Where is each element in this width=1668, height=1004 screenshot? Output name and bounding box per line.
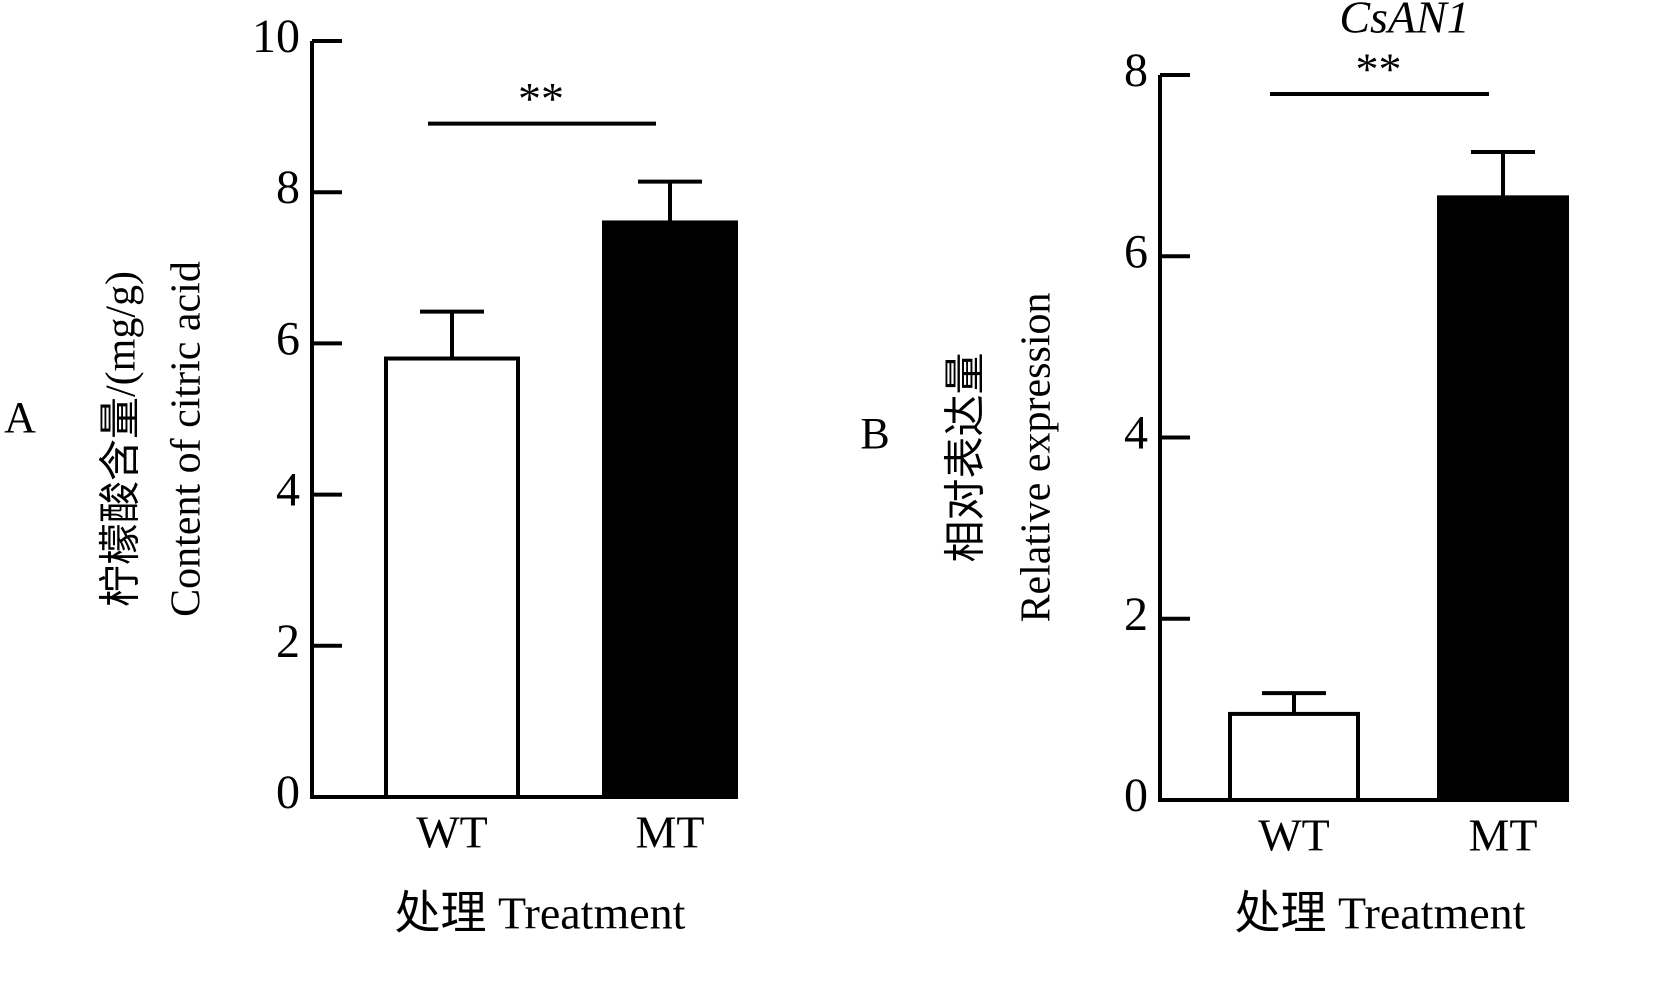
y-tick-label: 6: [276, 312, 300, 365]
error-bar: [420, 309, 484, 359]
error-bar: [638, 179, 702, 223]
panel-label: A: [4, 393, 36, 442]
y-tick-label: 6: [1124, 225, 1148, 278]
bar: [1228, 711, 1360, 802]
y-tick-label: 2: [276, 615, 300, 668]
x-tick-label: WT: [1258, 810, 1330, 861]
error-bar: [1471, 150, 1535, 198]
bar: [602, 220, 738, 799]
significance-label: **: [1356, 44, 1402, 95]
y-tick-label: 8: [1124, 44, 1148, 97]
y-tick-label: 2: [1124, 588, 1148, 641]
error-bar: [1262, 691, 1326, 714]
x-axis-label: 处理 Treatment: [1235, 888, 1526, 939]
y-axis-label: Content of citric acid: [164, 261, 210, 617]
y-tick-label: 0: [1124, 769, 1148, 822]
y-axis-label: 相对表达量: [944, 352, 990, 562]
y-tick-label: 4: [1124, 407, 1148, 460]
chart-panel: B CsAN1 相对表达量 Relative expression 处理 Treatme…: [860, 0, 1569, 939]
panel-label: B: [860, 409, 889, 458]
y-tick-label: 0: [276, 766, 300, 819]
bar: [1437, 195, 1569, 802]
x-tick-label: MT: [1469, 810, 1538, 861]
x-tick-label: WT: [416, 807, 488, 858]
chart-panel: A 柠檬酸含量/(mg/g) Content of citric acid 处理 Tr…: [4, 10, 738, 939]
y-axis-label: Relative expression: [1014, 292, 1060, 622]
y-tick-label: 10: [252, 10, 300, 63]
significance-label: **: [518, 73, 564, 124]
chart-title: CsAN1: [1339, 0, 1469, 43]
y-tick-label: 4: [276, 464, 300, 517]
y-axis-label: 柠檬酸含量/(mg/g): [99, 271, 145, 607]
y-tick-label: 8: [276, 161, 300, 214]
x-tick-label: MT: [636, 807, 705, 858]
x-axis-label: 处理 Treatment: [395, 888, 686, 939]
bar: [384, 356, 520, 799]
